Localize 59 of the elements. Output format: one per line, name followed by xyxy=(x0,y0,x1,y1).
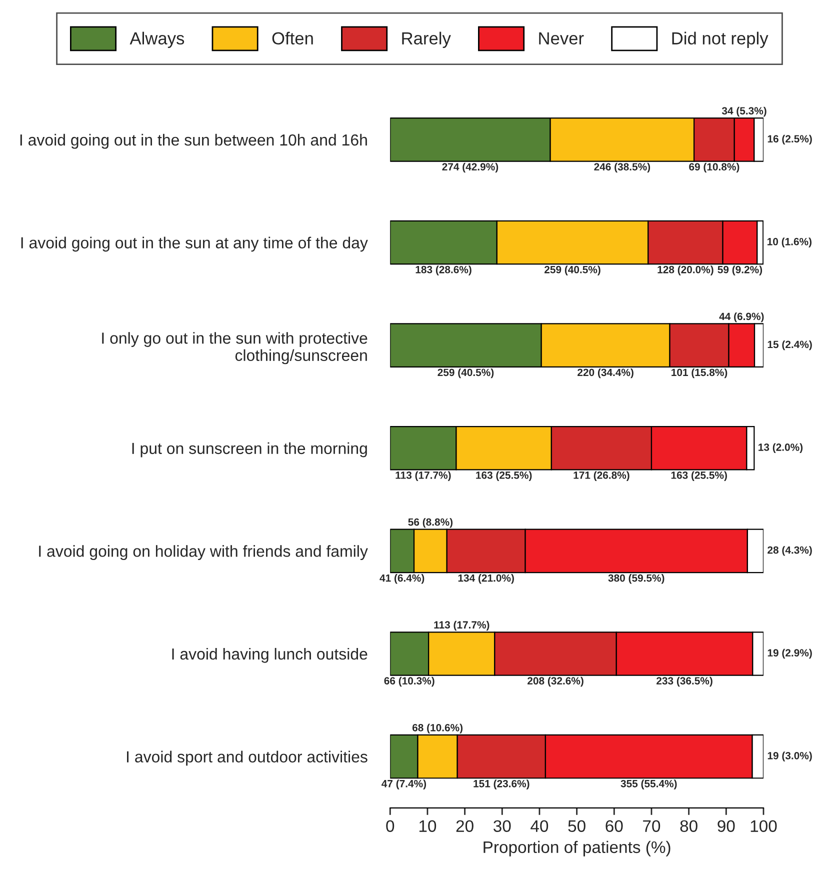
legend-label: Never xyxy=(539,32,584,45)
data-label: 28 (4.3%) xyxy=(768,546,812,556)
data-label: 44 (6.9%) xyxy=(719,312,764,322)
data-label: 101 (15.8%) xyxy=(672,368,728,378)
y-tick-label: I only go out in the sun with protective clothing/sunscreen xyxy=(102,332,368,364)
data-label: 208 (32.6%) xyxy=(528,676,584,687)
data-label: 16 (2.5%) xyxy=(768,134,812,145)
data-label: 259 (40.5%) xyxy=(438,368,494,378)
data-label: 259 (40.5%) xyxy=(544,266,600,276)
legend-label: Often xyxy=(272,32,313,45)
data-label: 134 (21.0%) xyxy=(458,574,514,584)
data-label: 41 (6.4%) xyxy=(380,574,424,584)
data-label: 13 (2.0%) xyxy=(758,443,803,453)
x-tick-label: 40 xyxy=(530,820,548,832)
data-label: 163 (25.5%) xyxy=(671,471,727,481)
x-tick-label: 90 xyxy=(718,820,735,832)
data-label: 59 (9.2%) xyxy=(718,266,762,276)
data-label: 19 (3.0%) xyxy=(768,752,812,762)
data-label: 163 (25.5%) xyxy=(476,471,532,481)
data-label: 151 (23.6%) xyxy=(474,780,530,790)
data-label: 19 (2.9%) xyxy=(768,648,812,659)
legend-label: Did not reply xyxy=(672,32,768,48)
data-label: 47 (7.4%) xyxy=(382,780,426,790)
data-label: 56 (8.8%) xyxy=(408,518,453,528)
x-tick-label: 0 xyxy=(386,820,394,832)
data-label: 233 (36.5%) xyxy=(656,676,712,687)
legend-label: Always xyxy=(130,32,184,48)
legend-label: Rarely xyxy=(402,32,451,48)
x-axis-title: Proportion of patients (%) xyxy=(484,840,670,856)
y-tick-label: I avoid going out in the sun between 10h and 16h xyxy=(20,134,367,149)
data-label: 15 (2.4%) xyxy=(768,340,812,350)
data-label: 171 (26.8%) xyxy=(574,471,630,481)
x-tick-label: 30 xyxy=(494,820,511,832)
x-tick-label: 20 xyxy=(456,820,474,832)
x-tick-label: 10 xyxy=(419,820,436,832)
y-tick-label: I avoid sport and outdoor activities xyxy=(127,750,368,766)
data-label: 380 (59.5%) xyxy=(608,574,664,584)
y-tick-label: I avoid going out in the sun at any time of the day xyxy=(21,236,368,252)
data-label: 68 (10.6%) xyxy=(412,724,463,734)
y-tick-label: I put on sunscreen in the morning xyxy=(132,442,367,458)
x-tick-label: 70 xyxy=(643,820,660,832)
data-label: 34 (5.3%) xyxy=(722,106,766,117)
data-label: 183 (28.6%) xyxy=(416,266,472,276)
x-tick-label: 60 xyxy=(606,820,623,832)
data-label: 113 (17.7%) xyxy=(396,471,451,481)
data-label: 113 (17.7%) xyxy=(434,620,490,631)
data-label: 66 (10.3%) xyxy=(384,676,434,687)
x-tick-label: 50 xyxy=(568,820,586,832)
y-tick-label: I avoid having lunch outside xyxy=(172,648,368,663)
data-label: 10 (1.6%) xyxy=(768,238,812,248)
data-label: 355 (55.4%) xyxy=(620,780,677,790)
data-label: 69 (10.8%) xyxy=(689,162,740,173)
data-label: 246 (38.5%) xyxy=(594,162,650,173)
y-tick-label: I avoid going on holiday with friends and family xyxy=(39,545,368,560)
x-tick-label: 80 xyxy=(680,820,698,832)
data-label: 128 (20.0%) xyxy=(658,266,714,276)
x-tick-label: 100 xyxy=(750,820,777,832)
data-label: 220 (34.4%) xyxy=(578,368,634,378)
data-label: 274 (42.9%) xyxy=(442,162,498,173)
